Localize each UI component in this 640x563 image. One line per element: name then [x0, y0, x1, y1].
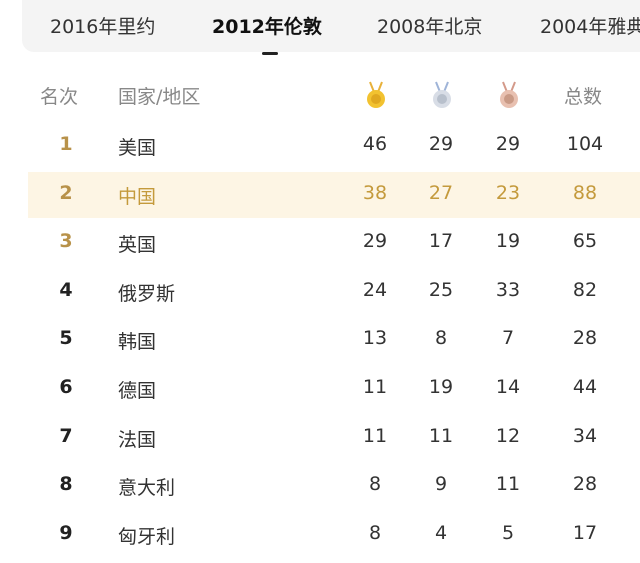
cell-country: 匈牙利: [118, 525, 176, 548]
cell-silver: 17: [428, 230, 454, 253]
cell-gold: 11: [362, 424, 388, 447]
cell-bronze: 14: [495, 376, 521, 398]
silver-medal-icon: [433, 81, 451, 108]
cell-country: 韩国: [118, 331, 157, 354]
tab[interactable]: 2008年北京: [377, 16, 483, 38]
cell-country: 美国: [118, 137, 157, 159]
tab[interactable]: 2004年雅典: [540, 16, 640, 38]
cell-country: 德国: [118, 380, 157, 402]
header-total: 总数: [564, 86, 603, 108]
cell-total: 88: [572, 181, 598, 204]
cell-gold: 8: [368, 521, 382, 544]
cell-country: 法国: [118, 428, 157, 451]
cell-gold: 29: [362, 230, 388, 253]
cell-country: 中国: [118, 185, 157, 208]
cell-silver: 4: [434, 521, 448, 544]
header-rank: 名次: [40, 86, 79, 108]
active-indicator: [262, 52, 278, 55]
cell-bronze: 29: [495, 133, 521, 155]
cell-total: 17: [572, 521, 598, 544]
cell-bronze: 33: [495, 278, 521, 301]
tab[interactable]: 2012年伦敦: [212, 16, 322, 38]
cell-total: 104: [566, 133, 604, 155]
cell-total: 28: [572, 473, 598, 496]
cell-silver: 8: [434, 327, 448, 350]
tab[interactable]: 2016年里约: [50, 16, 156, 38]
cell-total: 82: [572, 278, 598, 301]
cell-total: 28: [572, 327, 598, 350]
cell-rank: 9: [59, 521, 73, 544]
cell-silver: 27: [428, 181, 454, 204]
cell-silver: 19: [428, 376, 454, 398]
cell-bronze: 11: [495, 473, 521, 496]
cell-country: 英国: [118, 234, 157, 257]
cell-total: 65: [572, 230, 598, 253]
cell-silver: 29: [428, 133, 454, 155]
cell-gold: 46: [362, 133, 388, 155]
cell-rank: 6: [59, 376, 73, 398]
bronze-medal-icon: [500, 81, 518, 108]
cell-total: 34: [572, 424, 598, 447]
cell-rank: 8: [59, 473, 73, 496]
cell-country: 俄罗斯: [118, 282, 176, 305]
cell-rank: 2: [59, 181, 73, 204]
cell-rank: 1: [59, 133, 73, 155]
cell-rank: 3: [59, 230, 73, 253]
cell-gold: 11: [362, 376, 388, 398]
highlight-row: [28, 171, 640, 218]
cell-gold: 24: [362, 278, 388, 301]
cell-rank: 4: [59, 278, 73, 301]
cell-silver: 9: [434, 473, 448, 496]
cell-bronze: 19: [495, 230, 521, 253]
cell-gold: 13: [362, 327, 388, 350]
header-country: 国家/地区: [118, 86, 201, 108]
cell-silver: 25: [428, 278, 454, 301]
cell-total: 44: [572, 376, 598, 398]
cell-silver: 11: [428, 424, 454, 447]
cell-gold: 8: [368, 473, 382, 496]
cell-rank: 5: [59, 327, 73, 350]
cell-rank: 7: [59, 424, 73, 447]
cell-gold: 38: [362, 181, 388, 204]
cell-bronze: 23: [495, 181, 521, 204]
tab-bar: 2016年里约 2012年伦敦 2008年北京 2004年雅典: [22, 0, 640, 52]
cell-bronze: 5: [501, 521, 515, 544]
cell-country: 意大利: [118, 477, 176, 500]
gold-medal-icon: [367, 81, 385, 108]
cell-bronze: 7: [501, 327, 515, 350]
cell-bronze: 12: [495, 424, 521, 447]
